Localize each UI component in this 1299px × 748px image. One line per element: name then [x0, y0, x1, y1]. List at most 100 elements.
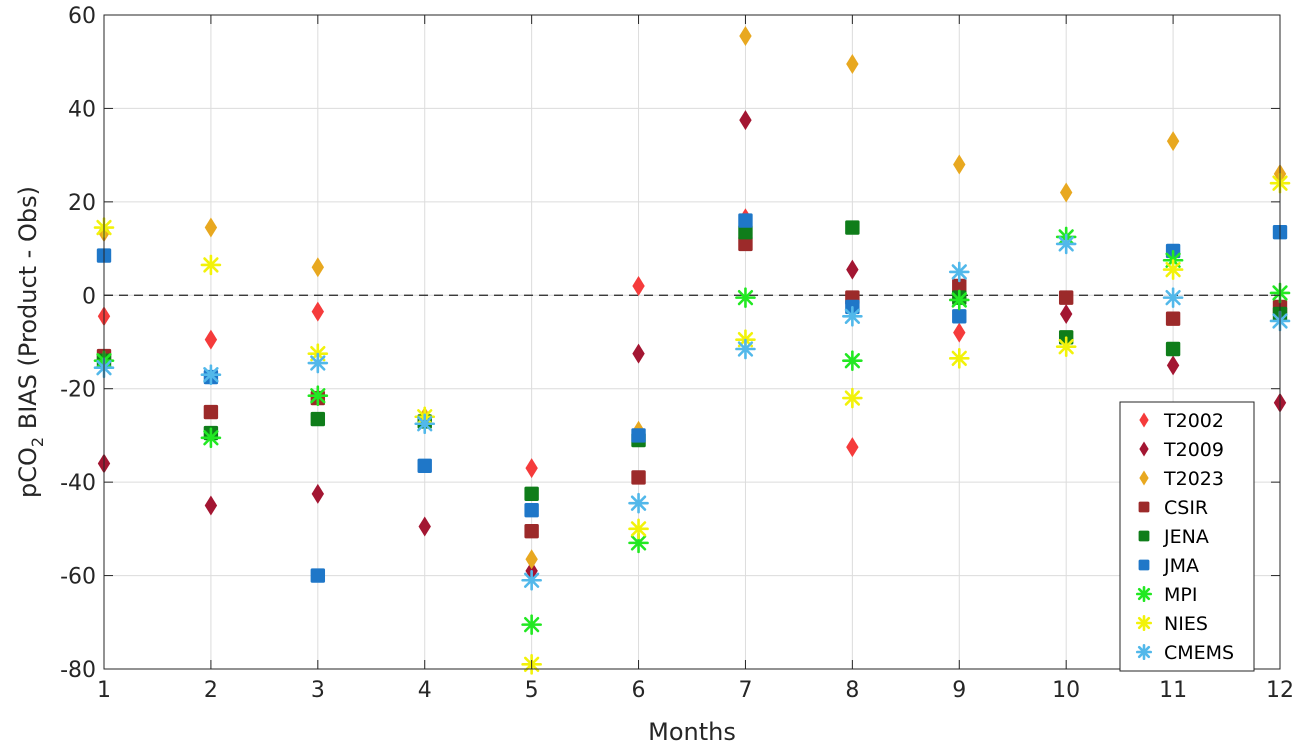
data-point-t2023 — [204, 217, 218, 238]
data-point-t2009 — [739, 110, 752, 131]
data-point-t2009 — [846, 259, 859, 280]
legend-item-nies: NIES — [1135, 613, 1208, 635]
data-point-csir — [524, 523, 539, 539]
x-axis-ticks: 1 2 3 4 5 6 7 8 9 10 11 12 — [97, 15, 1294, 703]
data-point-nies — [628, 518, 649, 540]
x-tick-label: 2 — [204, 678, 218, 703]
data-point-cmems — [200, 364, 222, 386]
legend-marker-cmems — [1135, 643, 1153, 661]
data-point-jma — [310, 568, 326, 583]
legend-label-t2002: T2002 — [1163, 410, 1224, 432]
data-point-nies — [842, 387, 863, 409]
legend-item-jena: JENA — [1138, 526, 1209, 548]
x-tick-label: 5 — [525, 678, 539, 703]
data-point-mpi — [735, 287, 756, 308]
x-tick-label: 9 — [952, 678, 966, 703]
legend-marker-t2002 — [1139, 412, 1149, 428]
legend-item-t2002: T2002 — [1139, 410, 1224, 432]
legend-item-t2023: T2023 — [1139, 468, 1224, 490]
y-tick-label: 20 — [68, 191, 96, 216]
data-point-nies — [1162, 259, 1184, 280]
legend-label-jma: JMA — [1163, 555, 1199, 577]
legend: T2002 T2009 T2023 CSIR JENA JMA MPI NIES CMEMS — [1119, 401, 1255, 672]
data-point-cmems — [414, 413, 436, 435]
data-point-jma — [524, 502, 539, 518]
plot-area-border — [103, 14, 1281, 670]
legend-label-cmems: CMEMS — [1164, 642, 1234, 664]
legend-label-mpi: MPI — [1164, 584, 1197, 606]
legend-item-cmems: CMEMS — [1135, 642, 1234, 664]
data-point-jma — [952, 309, 967, 324]
data-point-t2023 — [953, 154, 966, 175]
data-point-t2023 — [311, 257, 325, 278]
data-point-jena — [524, 486, 539, 502]
data-point-cmems — [1162, 287, 1184, 308]
data-point-mpi — [521, 614, 542, 635]
legend-item-csir: CSIR — [1138, 497, 1208, 519]
data-point-cmems — [307, 352, 329, 374]
x-tick-label: 6 — [632, 678, 646, 703]
data-point-t2023 — [525, 549, 538, 570]
x-tick-label: 11 — [1159, 678, 1187, 703]
data-point-cmems — [842, 306, 863, 327]
data-point-mpi — [200, 427, 222, 449]
x-tick-label: 3 — [311, 678, 325, 703]
data-point-csir — [1165, 311, 1181, 326]
legend-label-jena: JENA — [1163, 526, 1209, 548]
data-point-mpi — [948, 289, 970, 311]
data-point-t2023 — [1059, 182, 1073, 203]
y-tick-label: 60 — [68, 4, 96, 29]
data-point-csir — [738, 236, 753, 252]
legend-marker-jma — [1138, 559, 1150, 571]
x-tick-label: 12 — [1266, 678, 1294, 703]
data-point-t2009 — [632, 343, 645, 364]
data-point-t2009 — [1059, 303, 1073, 324]
y-axis-title-pre: pCO — [14, 447, 42, 498]
data-point-jma — [738, 213, 753, 228]
legend-item-mpi: MPI — [1135, 584, 1197, 606]
legend-marker-t2023 — [1139, 470, 1149, 486]
data-point-t2002 — [846, 437, 859, 458]
data-point-nies — [1055, 336, 1077, 357]
y-axis-title-post: BIAS (Product - Obs) — [14, 186, 42, 437]
data-point-t2023 — [739, 26, 752, 47]
y-axis-title-subscript: 2 — [28, 437, 47, 447]
data-point-csir — [1058, 290, 1074, 305]
legend-label-csir: CSIR — [1164, 497, 1208, 519]
legend-marker-jena — [1138, 530, 1150, 542]
plot-area-background — [104, 15, 1280, 669]
legend-item-t2009: T2009 — [1139, 439, 1224, 461]
data-point-nies — [200, 254, 222, 276]
legend-label-nies: NIES — [1164, 613, 1208, 635]
x-tick-label: 8 — [845, 678, 859, 703]
data-point-mpi — [842, 350, 863, 371]
data-point-cmems — [628, 492, 649, 514]
data-point-t2023 — [846, 54, 859, 75]
data-point-t2002 — [204, 329, 218, 350]
legend-marker-nies — [1135, 614, 1153, 632]
data-point-mpi — [307, 385, 329, 407]
data-point-jma — [417, 458, 432, 473]
data-point-nies — [948, 348, 970, 369]
data-point-cmems — [1055, 233, 1077, 255]
data-point-t2002 — [632, 275, 645, 296]
x-tick-label: 10 — [1052, 678, 1080, 703]
data-point-jena — [738, 225, 753, 240]
data-point-t2002 — [525, 458, 538, 479]
y-tick-label: -20 — [60, 378, 96, 403]
data-point-cmems — [521, 569, 542, 591]
x-axis-title: Months — [648, 718, 736, 746]
legend-marker-mpi — [1135, 585, 1153, 603]
legend-label-t2023: T2023 — [1163, 468, 1224, 490]
data-point-t2009 — [1166, 355, 1180, 376]
data-point-t2002 — [311, 301, 325, 322]
legend-marker-csir — [1138, 501, 1150, 513]
data-point-csir — [952, 278, 967, 294]
y-tick-label: -60 — [60, 565, 96, 590]
data-point-cmems — [735, 338, 756, 360]
series-mpi — [93, 226, 1291, 635]
y-tick-label: 40 — [68, 97, 96, 122]
legend-item-jma: JMA — [1138, 555, 1199, 577]
data-point-t2009 — [204, 495, 218, 516]
